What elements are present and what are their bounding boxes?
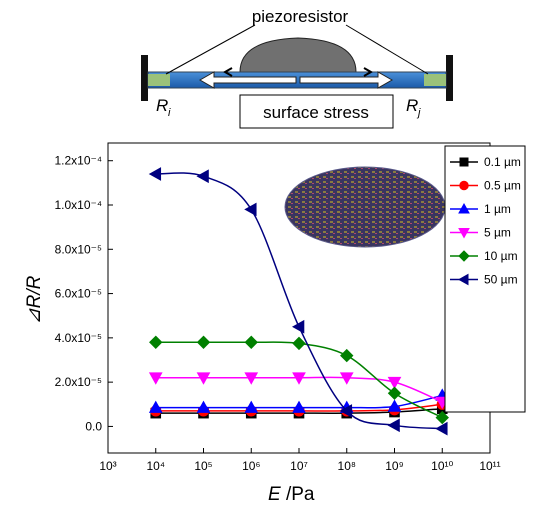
x-tick-label: 10⁶ xyxy=(242,459,260,473)
x-tick-label: 10¹¹ xyxy=(479,459,500,473)
legend-label: 5 µm xyxy=(484,226,511,240)
y-tick-label: 1.0x10⁻⁴ xyxy=(54,198,102,212)
marker xyxy=(245,203,256,215)
x-label-unit: /Pa xyxy=(286,484,315,505)
y-tick-label: 6.0x10⁻⁵ xyxy=(55,287,102,301)
legend-label: 10 µm xyxy=(484,249,518,263)
marker xyxy=(341,350,353,362)
beam xyxy=(148,72,446,88)
legend-label: 0.5 µm xyxy=(484,179,521,193)
marker xyxy=(460,158,468,166)
y-tick-label: 8.0x10⁻⁵ xyxy=(55,242,102,256)
y-axis-label: ⊿R/R xyxy=(24,275,45,324)
left-post xyxy=(141,55,148,101)
marker xyxy=(198,336,210,348)
y-tick-label: 2.0x10⁻⁵ xyxy=(55,375,102,389)
resistor-right xyxy=(424,74,446,86)
legend: 0.1 µm 0.5 µm 1 µm 5 µm 10 µm 50 µm xyxy=(445,146,525,412)
y-tick-label: 4.0x10⁻⁵ xyxy=(55,331,102,345)
x-tick-label: 10³ xyxy=(99,459,116,473)
marker xyxy=(293,321,304,333)
ri-symbol: R xyxy=(156,96,168,115)
resistor-left xyxy=(148,74,170,86)
legend-label: 0.1 µm xyxy=(484,155,521,169)
marker xyxy=(460,181,469,190)
x-tick-label: 10⁴ xyxy=(146,459,165,473)
legend-label: 1 µm xyxy=(484,202,511,216)
right-post xyxy=(446,55,453,101)
marker xyxy=(150,336,162,348)
diagram: surface stress piezoresistor R i R j xyxy=(141,7,453,128)
x-tick-label: 10⁷ xyxy=(290,459,308,473)
figure: surface stress piezoresistor R i R j 10³… xyxy=(0,0,540,510)
legend-label: 50 µm xyxy=(484,273,518,287)
leader-right xyxy=(346,25,428,74)
marker xyxy=(436,423,447,435)
y-tick-label: 1.2x10⁻⁴ xyxy=(54,154,102,168)
x-tick-label: 10⁸ xyxy=(338,459,356,473)
marker xyxy=(150,168,161,180)
ri-sub: i xyxy=(168,107,171,119)
marker xyxy=(389,419,400,431)
marker xyxy=(293,337,305,349)
x-tick-label: 10¹⁰ xyxy=(431,459,453,473)
x-axis-label: E /Pa xyxy=(268,484,315,505)
marker xyxy=(389,387,401,399)
stress-label: surface stress xyxy=(263,103,369,122)
marker xyxy=(198,170,209,182)
x-tick-label: 10⁵ xyxy=(194,459,212,473)
x-tick-label: 10⁹ xyxy=(385,459,404,473)
y-tick-label: 0.0 xyxy=(85,419,102,433)
x-label-symbol: E xyxy=(268,484,281,505)
rj-symbol: R xyxy=(406,96,418,115)
marker xyxy=(245,336,257,348)
piezo-label: piezoresistor xyxy=(252,7,349,26)
dome xyxy=(240,38,356,72)
wafer-photo xyxy=(285,167,445,247)
